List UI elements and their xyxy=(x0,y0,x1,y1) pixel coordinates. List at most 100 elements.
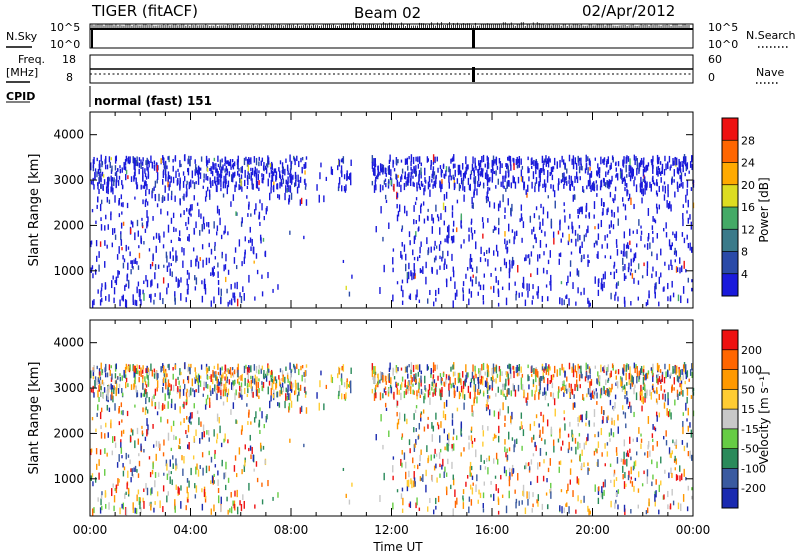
velocity-echo xyxy=(597,497,600,505)
velocity-echo xyxy=(192,388,194,392)
power-echo xyxy=(559,159,561,168)
power-echo xyxy=(626,188,628,197)
colorbar-tick-label: -100 xyxy=(741,462,766,475)
velocity-echo xyxy=(424,393,426,400)
velocity-echo xyxy=(686,371,688,377)
velocity-echo xyxy=(528,466,531,471)
velocity-echo xyxy=(631,375,633,384)
velocity-echo xyxy=(163,404,166,409)
power-echo xyxy=(175,257,177,263)
velocity-echo xyxy=(435,497,437,505)
velocity-echo xyxy=(594,484,596,492)
velocity-echo xyxy=(507,379,510,386)
velocity-echo xyxy=(566,489,568,494)
velocity-echo xyxy=(683,362,686,369)
power-echo xyxy=(233,172,235,178)
velocity-echo xyxy=(626,390,628,396)
velocity-echo xyxy=(572,434,574,438)
velocity-echo xyxy=(112,483,114,488)
power-echo xyxy=(617,296,619,302)
power-echo xyxy=(513,177,515,184)
power-echo xyxy=(164,185,166,193)
power-echo xyxy=(625,156,627,164)
power-echo xyxy=(615,291,617,296)
velocity-echo xyxy=(165,382,167,390)
velocity-echo xyxy=(567,483,569,492)
velocity-echo xyxy=(241,373,243,382)
velocity-echo xyxy=(535,414,538,419)
nsky-start-marker xyxy=(91,29,93,48)
power-echo xyxy=(459,185,462,189)
power-echo xyxy=(338,182,340,189)
power-echo xyxy=(100,199,103,205)
velocity-echo xyxy=(262,381,265,388)
velocity-echo xyxy=(623,504,626,512)
power-echo xyxy=(248,173,251,180)
power-echo xyxy=(289,154,291,162)
power-echo xyxy=(426,237,428,245)
power-echo xyxy=(147,171,150,179)
velocity-echo xyxy=(532,434,535,440)
power-echo xyxy=(261,203,263,211)
power-echo xyxy=(431,214,433,221)
velocity-echo xyxy=(589,374,591,379)
velocity-echo xyxy=(621,405,624,410)
velocity-echo xyxy=(467,372,469,378)
velocity-echo xyxy=(146,409,149,414)
power-echo xyxy=(655,203,658,209)
velocity-echo xyxy=(508,476,511,482)
velocity-echo xyxy=(418,382,420,390)
velocity-echo xyxy=(413,471,415,479)
power-echo xyxy=(480,167,483,176)
velocity-echo xyxy=(501,494,504,498)
velocity-echo xyxy=(625,483,627,487)
power-echo xyxy=(513,236,515,245)
velocity-echo xyxy=(393,391,395,400)
y-tick-label: 2000 xyxy=(53,426,84,440)
power-echo xyxy=(164,163,167,171)
velocity-echo xyxy=(136,369,139,375)
power-echo xyxy=(587,167,589,173)
velocity-echo xyxy=(473,397,476,404)
velocity-echo xyxy=(614,370,617,374)
velocity-echo xyxy=(179,391,181,399)
power-echo xyxy=(638,165,641,172)
velocity-echo xyxy=(123,466,126,471)
velocity-echo xyxy=(233,503,235,509)
power-echo xyxy=(390,169,392,177)
power-echo xyxy=(208,158,210,164)
velocity-echo xyxy=(474,370,477,376)
velocity-echo xyxy=(456,497,458,505)
velocity-echo xyxy=(410,379,412,385)
power-echo xyxy=(342,156,345,164)
velocity-echo xyxy=(505,378,507,387)
velocity-echo xyxy=(473,378,475,385)
power-echo xyxy=(572,194,574,202)
velocity-echo xyxy=(214,464,217,468)
colorbar-segment xyxy=(722,273,738,296)
velocity-echo xyxy=(513,444,515,453)
power-echo xyxy=(180,213,182,218)
velocity-echo xyxy=(172,455,174,460)
power-echo xyxy=(178,279,180,287)
velocity-echo xyxy=(622,465,624,473)
velocity-echo xyxy=(593,394,596,400)
velocity-echo xyxy=(568,383,571,388)
velocity-echo xyxy=(114,403,116,411)
velocity-echo xyxy=(392,502,394,510)
power-echo xyxy=(136,286,138,294)
velocity-echo xyxy=(482,376,484,380)
power-echo xyxy=(415,219,417,224)
power-echo xyxy=(545,160,548,167)
velocity-echo xyxy=(509,363,511,370)
velocity-echo xyxy=(146,429,149,435)
power-echo xyxy=(520,204,523,211)
power-echo xyxy=(122,221,125,226)
velocity-echo xyxy=(165,459,168,467)
power-echo xyxy=(485,249,488,254)
power-echo xyxy=(627,245,630,250)
power-echo xyxy=(459,169,461,175)
power-echo xyxy=(458,183,461,192)
velocity-echo xyxy=(160,366,162,372)
power-echo xyxy=(222,164,224,171)
